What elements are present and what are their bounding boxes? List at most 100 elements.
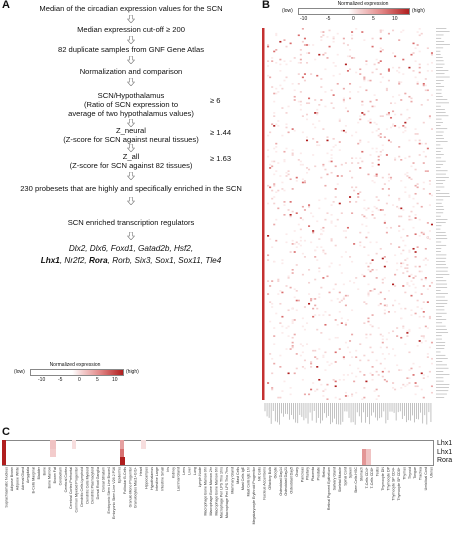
heatmap-b-cell xyxy=(275,92,278,95)
panel-c-tissue-label: Stomach xyxy=(359,467,363,481)
panel-c-tissue-label: NK Cells xyxy=(257,467,261,481)
legend-b-tick: 0 xyxy=(352,16,355,22)
heatmap-b-cell xyxy=(351,309,354,312)
heatmap-b-cell xyxy=(324,218,327,221)
heatmap-b-cell xyxy=(375,150,378,153)
heatmap-b-cell xyxy=(318,207,321,210)
heatmap-b-cell xyxy=(273,100,276,103)
heatmap-b-cell xyxy=(400,262,403,265)
heatmap-b-cell xyxy=(371,37,374,40)
heatmap-b-cell xyxy=(301,317,304,320)
heatmap-b-cell xyxy=(344,294,347,297)
heatmap-b-cell xyxy=(412,374,415,376)
heatmap-b-cell xyxy=(420,270,423,273)
heatmap-b-cell xyxy=(291,336,294,339)
heatmap-b-cell xyxy=(369,323,372,326)
heatmap-b-cell xyxy=(312,307,315,310)
heatmap-b-cell xyxy=(330,299,333,302)
heatmap-b-cell xyxy=(422,311,425,313)
heatmap-b-cell xyxy=(367,265,370,268)
flow-step-4: Normalization and comparison xyxy=(79,67,183,76)
heatmap-b-cell xyxy=(312,382,315,384)
heatmap-b-cell xyxy=(301,76,304,79)
heatmap-b-cell xyxy=(400,336,403,339)
heatmap-b-cell xyxy=(303,328,306,331)
heatmap-b-cell xyxy=(387,332,390,334)
heatmap-b-cell xyxy=(351,372,354,375)
heatmap-b-cell xyxy=(402,58,405,61)
heatmap-b-cell xyxy=(402,73,405,75)
heatmap-b-cell xyxy=(383,256,386,258)
panel-c-tissue-label: T-Cells CD8+ xyxy=(370,467,374,488)
heatmap-b-cell xyxy=(424,257,427,260)
heatmap-b-cell xyxy=(293,251,296,253)
heatmap-b-cell xyxy=(346,44,349,46)
heatmap-b-cell xyxy=(289,286,292,289)
heatmap-b-cell xyxy=(367,359,370,362)
panel-c-tissue-label: Follicular B-Cells xyxy=(123,467,127,494)
heatmap-b-cell xyxy=(324,91,327,93)
heatmap-b-cell xyxy=(414,168,417,171)
panel-c-tissue-label: Spinal Cord xyxy=(343,467,347,486)
heatmap-b-cell xyxy=(287,275,290,278)
heatmap-b-cell xyxy=(310,361,313,363)
heatmap-b-cell xyxy=(363,387,366,389)
heatmap-b-cell xyxy=(361,31,364,33)
heatmap-b-cell xyxy=(377,209,380,211)
heatmap-b-cell xyxy=(412,52,415,54)
heatmap-b-cell xyxy=(351,157,354,160)
heatmap-b-cell xyxy=(289,201,292,203)
heatmap-b-cell xyxy=(402,262,405,265)
heatmap-b-cell xyxy=(371,147,374,150)
heatmap-b-cell xyxy=(387,290,390,292)
heatmap-b-cell xyxy=(373,288,376,291)
heatmap-b-cell xyxy=(303,359,306,362)
heatmap-b-cell xyxy=(332,40,335,43)
heatmap-b-cell xyxy=(285,112,288,114)
heatmap-b-cell xyxy=(398,215,401,218)
heatmap-b-cell xyxy=(375,268,378,271)
panel-c-row-label: Lhx1 xyxy=(437,449,453,456)
heatmap-b-cell xyxy=(273,223,276,226)
heatmap-b-cell xyxy=(305,102,309,105)
heatmap-b-cell xyxy=(398,197,401,200)
heatmap-b-cell xyxy=(283,201,286,203)
panel-c-tissue-label: Prostate xyxy=(316,467,320,480)
heatmap-b-cell xyxy=(271,387,274,389)
heatmap-b-cell xyxy=(392,382,395,384)
heatmap-b-cell xyxy=(379,154,382,156)
heatmap-b-cell xyxy=(357,121,360,124)
heatmap-b-cell xyxy=(291,152,294,155)
heatmap-b-cell xyxy=(377,134,380,137)
panel-c-tissue-label: Hippocampus xyxy=(144,467,148,489)
heatmap-b-cell xyxy=(308,102,311,105)
panel-c-tissue-label: Mammary Gland xyxy=(230,467,234,494)
heatmap-b-cell xyxy=(275,170,278,172)
heatmap-b-cell xyxy=(381,278,384,281)
heatmap-b-cell xyxy=(385,231,388,234)
heatmap-b-cell xyxy=(267,235,270,237)
heatmap-b-cell xyxy=(365,209,368,211)
heatmap-b-cell xyxy=(267,134,270,137)
heatmap-b-cell xyxy=(314,99,317,101)
heatmap-b-cell xyxy=(332,378,335,381)
heatmap-b-cell xyxy=(301,345,304,347)
heatmap-b-cell xyxy=(289,214,292,216)
heatmap-b-cell xyxy=(295,299,298,302)
heatmap-b-cell xyxy=(330,102,333,105)
heatmap-b-cell xyxy=(355,356,358,358)
heatmap-b-cell xyxy=(297,243,300,245)
heatmap-b-cell xyxy=(363,113,366,116)
heatmap-b-cell xyxy=(291,210,294,213)
heatmap-b-cell xyxy=(285,171,288,174)
heatmap-b-cell xyxy=(392,348,395,350)
heatmap-b-cell xyxy=(396,335,399,337)
heatmap-b-cell xyxy=(422,335,425,337)
heatmap-b-cell xyxy=(271,165,274,168)
heatmap-b-cell xyxy=(279,290,282,292)
heatmap-b-cell xyxy=(305,113,309,116)
heatmap-b-cell xyxy=(275,123,278,126)
heatmap-b-cell xyxy=(344,236,347,239)
heatmap-b-cell xyxy=(342,97,345,100)
heatmap-b-cell xyxy=(289,215,292,218)
